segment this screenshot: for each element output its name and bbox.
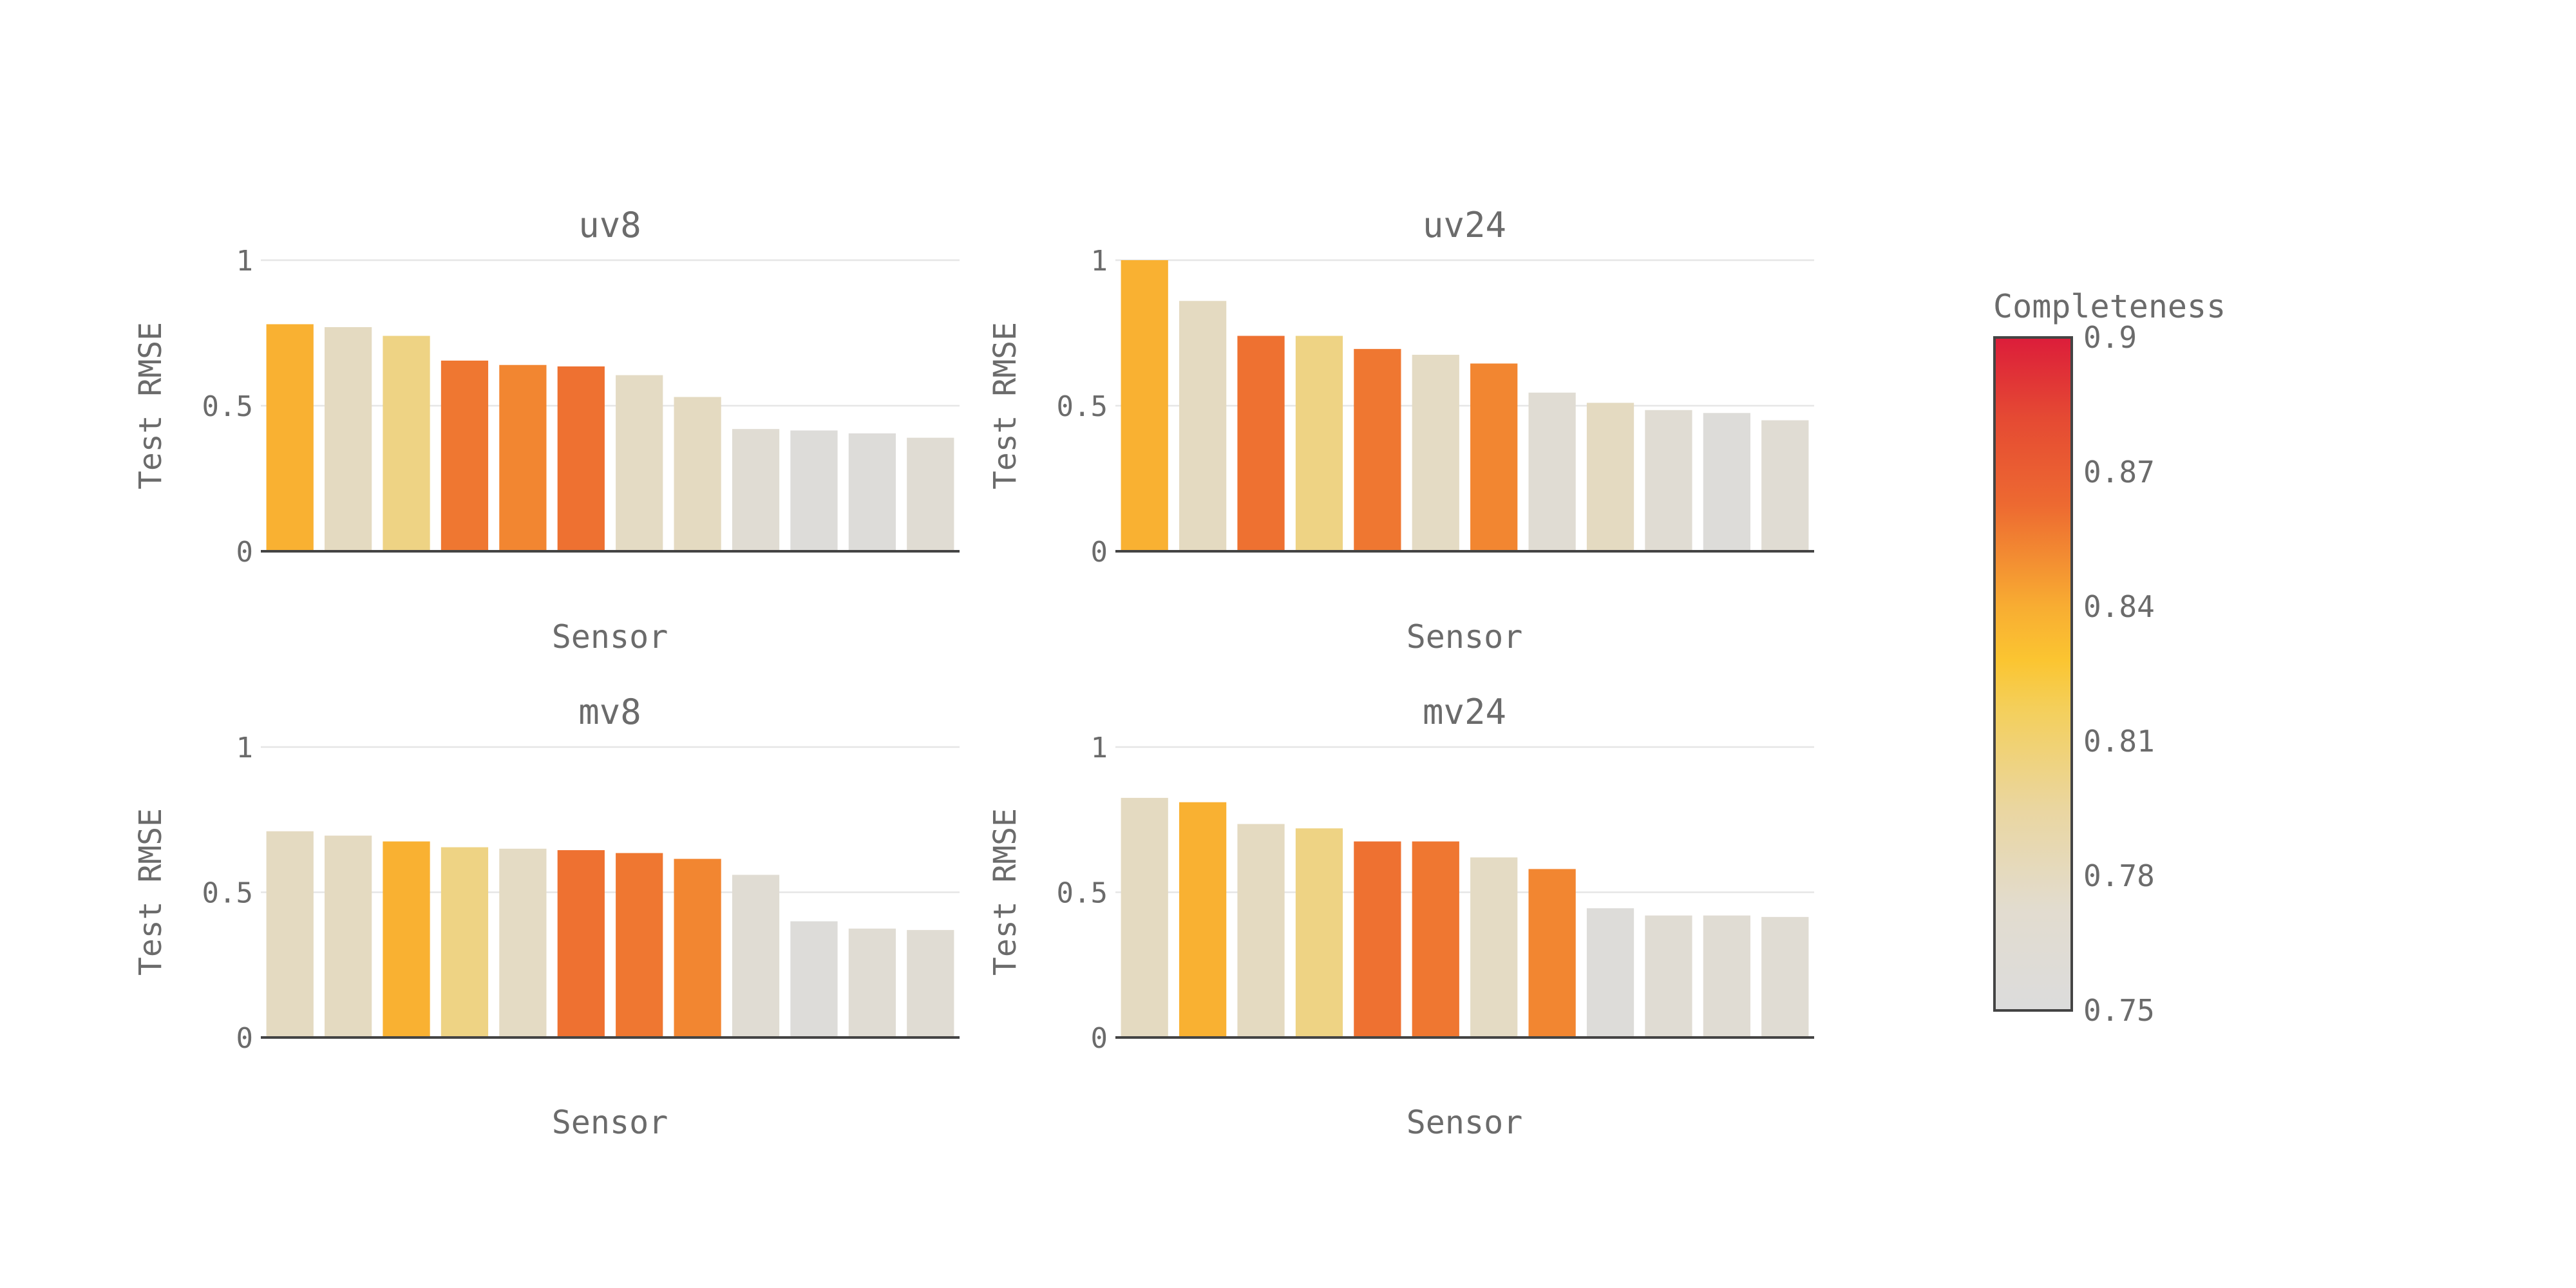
colorbar-gradient bbox=[1993, 336, 2073, 1012]
y-tick-label: 0 bbox=[236, 536, 254, 569]
colorbar: Completeness 0.75 0.78 0.81 0.84 0.87 0.9 bbox=[1993, 288, 2226, 1028]
y-tick-label: 1 bbox=[1091, 732, 1108, 764]
y-axis-label: Test RMSE bbox=[133, 322, 169, 489]
bar bbox=[1121, 260, 1168, 551]
bar bbox=[1179, 802, 1227, 1037]
bar bbox=[1586, 908, 1634, 1037]
bar bbox=[325, 327, 372, 551]
y-axis-label: Test RMSE bbox=[987, 808, 1023, 976]
colorbar-tick-label: 0.78 bbox=[2083, 858, 2155, 893]
bar bbox=[266, 831, 314, 1037]
bar bbox=[383, 841, 430, 1037]
y-tick-label: 0.5 bbox=[1057, 390, 1108, 423]
colorbar-tick-label: 0.75 bbox=[2083, 993, 2155, 1028]
bar bbox=[1645, 915, 1692, 1037]
x-axis-label: Sensor bbox=[552, 1104, 668, 1141]
subplot-uv24: uv24 Sensor Test RMSE 0 0.5 1 bbox=[987, 205, 1814, 656]
subplot-title: mv8 bbox=[578, 692, 641, 732]
y-axis-label: Test RMSE bbox=[133, 808, 169, 976]
colorbar-tick-label: 0.84 bbox=[2083, 589, 2155, 624]
bar bbox=[848, 433, 896, 551]
bar bbox=[790, 430, 838, 551]
bar bbox=[616, 853, 663, 1037]
subplot-title: uv8 bbox=[578, 205, 641, 245]
bar bbox=[1237, 824, 1285, 1037]
subplot-title: uv24 bbox=[1423, 205, 1506, 245]
bar bbox=[1528, 392, 1576, 551]
bar bbox=[907, 437, 954, 551]
bar bbox=[1586, 402, 1634, 551]
bar bbox=[325, 835, 372, 1037]
y-axis-label: Test RMSE bbox=[987, 322, 1023, 489]
bar bbox=[1470, 857, 1518, 1037]
bar bbox=[499, 848, 547, 1037]
bar bbox=[1237, 336, 1285, 551]
bar bbox=[848, 928, 896, 1037]
subplot-mv8: mv8 Sensor Test RMSE 0 0.5 1 bbox=[133, 692, 960, 1141]
y-tick-label: 0 bbox=[1091, 536, 1108, 569]
y-tick-label: 0.5 bbox=[202, 877, 253, 910]
bar bbox=[1179, 301, 1227, 551]
bar bbox=[1645, 410, 1692, 551]
y-tick-label: 1 bbox=[236, 732, 254, 764]
bar bbox=[790, 921, 838, 1037]
bar bbox=[557, 850, 605, 1037]
bar bbox=[674, 397, 721, 551]
bar bbox=[440, 847, 489, 1037]
bar bbox=[1761, 420, 1809, 551]
y-tick-label: 0 bbox=[1091, 1022, 1108, 1055]
bar bbox=[1412, 841, 1459, 1037]
colorbar-tick-label: 0.81 bbox=[2083, 724, 2155, 759]
subplot-mv24: mv24 Sensor Test RMSE 0 0.5 1 bbox=[987, 692, 1814, 1141]
x-axis-label: Sensor bbox=[1406, 618, 1523, 656]
subplot-uv8: uv8 Sensor Test RMSE 0 0.5 1 bbox=[133, 205, 960, 656]
colorbar-tick-label: 0.9 bbox=[2083, 320, 2137, 355]
bar bbox=[732, 429, 780, 551]
colorbar-tick-label: 0.87 bbox=[2083, 455, 2155, 489]
bar bbox=[1412, 354, 1459, 551]
bar bbox=[674, 858, 721, 1037]
x-axis-label: Sensor bbox=[552, 618, 668, 656]
bar bbox=[499, 365, 547, 551]
y-tick-label: 1 bbox=[236, 245, 254, 278]
bar bbox=[1354, 348, 1401, 551]
x-axis-label: Sensor bbox=[1406, 1104, 1523, 1141]
bar bbox=[383, 336, 430, 551]
bar bbox=[1121, 797, 1168, 1037]
colorbar-title: Completeness bbox=[1993, 288, 2226, 325]
bar bbox=[1295, 336, 1343, 551]
bar bbox=[557, 366, 605, 551]
bar bbox=[907, 930, 954, 1037]
bar bbox=[1761, 916, 1809, 1037]
bar bbox=[266, 324, 314, 551]
subplot-title: mv24 bbox=[1423, 692, 1506, 732]
bar bbox=[1528, 869, 1576, 1037]
bar bbox=[1703, 413, 1750, 551]
y-tick-label: 0.5 bbox=[1057, 877, 1108, 910]
bar bbox=[1470, 363, 1518, 551]
bar bbox=[732, 875, 780, 1037]
bar bbox=[1703, 915, 1750, 1037]
bar bbox=[1295, 828, 1343, 1037]
y-tick-label: 0 bbox=[236, 1022, 254, 1055]
bar bbox=[1354, 841, 1401, 1037]
bar bbox=[616, 375, 663, 551]
bar bbox=[440, 360, 489, 551]
y-tick-label: 1 bbox=[1091, 245, 1108, 278]
y-tick-label: 0.5 bbox=[202, 390, 253, 423]
